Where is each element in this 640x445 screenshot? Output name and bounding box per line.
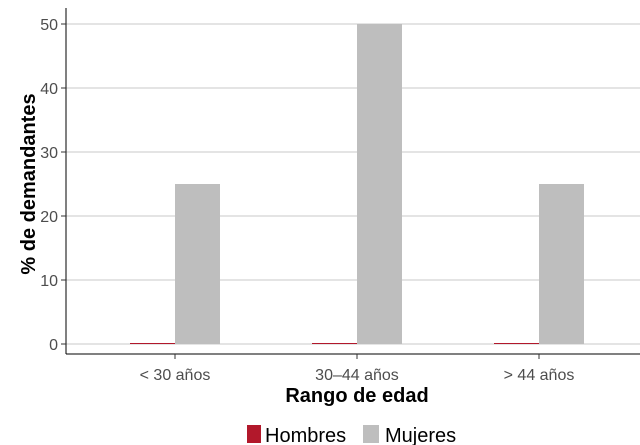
x-axis-ticks: < 30 años 30–44 años > 44 años — [140, 354, 575, 384]
legend-swatch-hombres — [247, 425, 261, 443]
y-axis-ticks: 0 10 20 30 40 50 — [40, 17, 66, 354]
y-tick-label: 10 — [40, 273, 58, 290]
bar-mujeres-2 — [539, 184, 584, 344]
bar-mujeres-1 — [357, 24, 402, 344]
legend-label-mujeres: Mujeres — [385, 425, 456, 445]
y-tick-label: 20 — [40, 209, 58, 226]
legend: Hombres Mujeres — [247, 425, 456, 445]
bar-hombres-0 — [130, 343, 175, 344]
bars — [130, 24, 584, 344]
legend-swatch-mujeres — [363, 425, 379, 443]
bar-hombres-2 — [494, 343, 539, 344]
legend-label-hombres: Hombres — [265, 425, 346, 445]
bar-mujeres-0 — [175, 184, 220, 344]
y-tick-label: 40 — [40, 81, 58, 98]
y-tick-label: 30 — [40, 145, 58, 162]
y-tick-label: 0 — [49, 337, 58, 354]
y-tick-label: 50 — [40, 17, 58, 34]
x-tick-label: > 44 años — [504, 367, 575, 384]
x-tick-label: 30–44 años — [315, 367, 399, 384]
bar-hombres-1 — [312, 343, 357, 344]
y-axis-title: % de demandantes — [18, 93, 40, 274]
x-axis-title: Rango de edad — [285, 385, 428, 407]
x-tick-label: < 30 años — [140, 367, 211, 384]
